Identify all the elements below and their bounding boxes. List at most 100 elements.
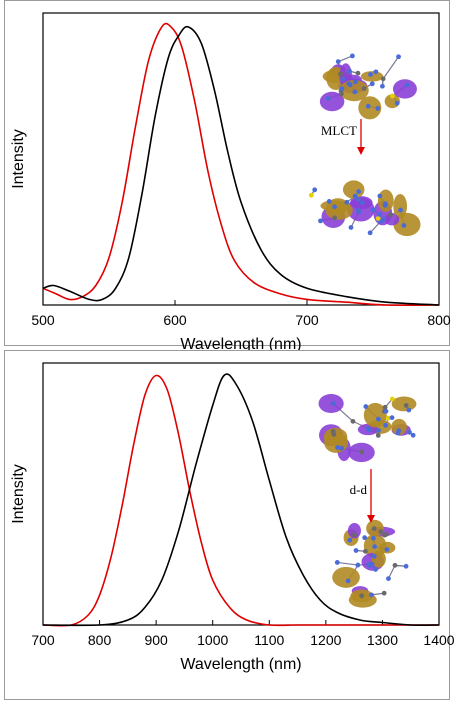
x-tick-label: 1000	[197, 632, 228, 648]
atom	[396, 431, 401, 436]
atom	[347, 69, 352, 74]
orbital-lobe	[324, 432, 348, 453]
atom	[383, 423, 388, 428]
atom	[351, 419, 356, 424]
atom	[393, 563, 398, 568]
orbital-lobe	[393, 79, 417, 98]
atom	[347, 81, 352, 86]
atom	[375, 106, 380, 111]
orbital-image-upper	[319, 394, 417, 462]
atom	[318, 218, 323, 223]
atom	[352, 533, 357, 538]
atom	[356, 71, 361, 76]
orbital-image-lower	[332, 520, 408, 608]
atom	[350, 53, 355, 58]
atom	[354, 548, 359, 553]
atom	[332, 216, 337, 221]
atom	[327, 199, 332, 204]
atom	[339, 446, 344, 451]
atom	[372, 526, 377, 531]
atom	[372, 544, 377, 549]
atom	[401, 223, 406, 228]
atom	[385, 547, 390, 552]
atom	[367, 428, 372, 433]
atom	[309, 193, 314, 198]
atom	[396, 54, 401, 59]
series-line-2	[43, 27, 439, 305]
x-tick-label: 1200	[310, 632, 341, 648]
plot-area	[43, 13, 439, 305]
atom	[338, 72, 343, 77]
orbital-image-upper	[320, 53, 417, 119]
series-line-1	[43, 24, 439, 306]
x-tick-label: 700	[31, 632, 55, 648]
atom	[380, 84, 385, 89]
orbital-image-lower	[309, 180, 421, 236]
atom	[406, 408, 411, 413]
atom	[356, 210, 361, 215]
atom	[352, 89, 357, 94]
atom	[382, 533, 387, 538]
atom	[331, 401, 336, 406]
atom	[353, 79, 358, 84]
atom	[388, 212, 393, 217]
atom	[377, 212, 382, 217]
y-axis-label: Intensity	[10, 464, 27, 524]
atom	[376, 433, 381, 438]
atom	[312, 187, 317, 192]
atom	[404, 403, 409, 408]
atom	[359, 449, 364, 454]
molecule-bond	[337, 562, 358, 565]
orbital-lobe	[378, 190, 394, 212]
atom	[386, 576, 391, 581]
atom	[373, 69, 378, 74]
atom	[383, 203, 388, 208]
atom	[407, 430, 412, 435]
atom	[372, 554, 377, 559]
atom	[340, 86, 345, 91]
y-axis-label: Intensity	[10, 129, 27, 189]
atom	[376, 417, 381, 422]
x-tick-label: 600	[163, 312, 187, 328]
atom	[362, 86, 367, 91]
atom	[366, 104, 371, 109]
x-tick-label: 1400	[423, 632, 454, 648]
atom	[367, 563, 372, 568]
atom	[356, 189, 361, 194]
transition-label: MLCT	[321, 123, 357, 138]
atom	[359, 593, 364, 598]
atom	[346, 578, 351, 583]
x-tick-label: 900	[144, 632, 168, 648]
atom	[378, 529, 383, 534]
atom	[369, 592, 374, 597]
atom	[368, 72, 373, 77]
orbital-lobe	[392, 397, 417, 412]
atom	[360, 200, 365, 205]
atom	[373, 567, 378, 572]
atom	[381, 76, 386, 81]
atom	[349, 225, 354, 230]
x-tick-label: 800	[427, 312, 451, 328]
atom	[362, 535, 367, 540]
atom	[390, 415, 395, 420]
transition-label: d-d	[350, 482, 368, 497]
atom	[405, 83, 410, 88]
atom	[340, 77, 345, 82]
atom	[368, 230, 373, 235]
atom	[390, 94, 395, 99]
atom	[382, 591, 387, 596]
atom	[390, 397, 395, 402]
atom	[363, 549, 368, 554]
atom	[336, 59, 341, 64]
transition-arrow-head	[357, 147, 365, 155]
atom	[331, 432, 336, 437]
x-tick-label: 700	[295, 312, 319, 328]
x-tick-label: 800	[88, 632, 112, 648]
molecule-bond	[383, 57, 398, 79]
atom	[381, 217, 386, 222]
atom	[344, 200, 349, 205]
x-tick-label: 1300	[367, 632, 398, 648]
